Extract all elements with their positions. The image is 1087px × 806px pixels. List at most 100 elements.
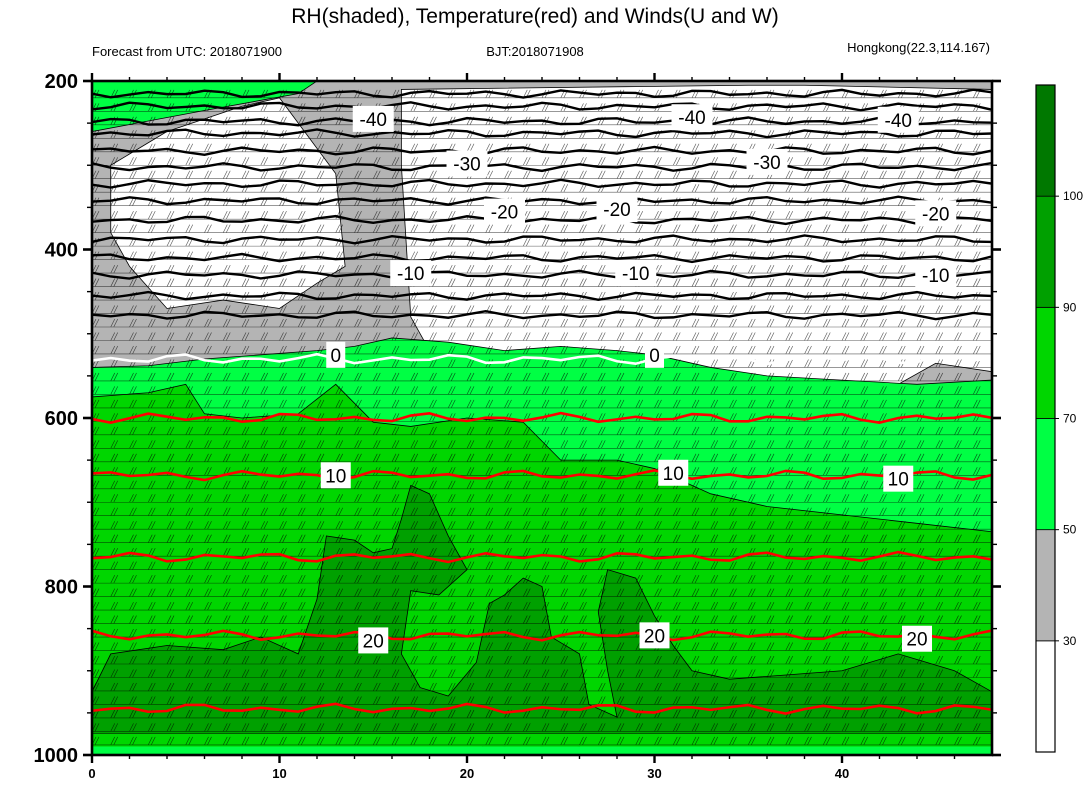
wind-barb-tick bbox=[916, 305, 922, 314]
wind-barb-tick bbox=[672, 345, 678, 355]
wind-barb-tick bbox=[222, 521, 228, 530]
wind-barb-tick bbox=[241, 372, 247, 382]
wind-barb-tick bbox=[279, 386, 284, 395]
wind-barb-tick bbox=[619, 709, 625, 719]
wind-barb-tick bbox=[822, 494, 828, 503]
wind-barb-tick bbox=[619, 736, 625, 746]
wind-barb-tick bbox=[804, 224, 809, 233]
wind-barb-tick bbox=[300, 521, 306, 530]
wind-barb-tick bbox=[150, 561, 156, 570]
contour-label-box bbox=[746, 148, 788, 175]
wind-barb-tick bbox=[488, 521, 494, 530]
wind-barb-tick bbox=[882, 709, 887, 719]
wind-barb-tick bbox=[919, 534, 925, 543]
wind-barb-tick bbox=[279, 574, 284, 584]
wind-barb-tick bbox=[94, 507, 100, 516]
wind-barb-tick bbox=[394, 696, 400, 705]
wind-barb-tick bbox=[769, 278, 775, 287]
wind-barb-tick bbox=[694, 359, 700, 368]
wind-barb-tick bbox=[785, 507, 791, 516]
wind-barb-tick bbox=[879, 615, 884, 624]
wind-barb-tick bbox=[432, 332, 437, 341]
wind-barb-tick bbox=[166, 723, 172, 732]
wind-barb-tick bbox=[357, 534, 362, 543]
wind-barb-tick bbox=[995, 90, 999, 98]
wind-barb-tick bbox=[279, 251, 284, 260]
wind-barb-tick bbox=[919, 494, 925, 503]
wind-barb-tick bbox=[244, 534, 250, 543]
wind-barb-tick bbox=[185, 682, 191, 692]
wind-barb-tick bbox=[282, 345, 287, 355]
wind-barb-tick bbox=[469, 332, 475, 341]
wind-barb-tick bbox=[204, 588, 209, 597]
wind-barb-tick bbox=[372, 211, 378, 220]
wind-barb-tick bbox=[972, 143, 978, 152]
wind-barb-tick bbox=[600, 278, 606, 287]
wind-barb-tick bbox=[825, 224, 831, 233]
wind-barb-tick bbox=[129, 669, 134, 678]
wind-barb-tick bbox=[335, 143, 341, 152]
wind-barb-tick bbox=[507, 372, 512, 382]
wind-barb-tick bbox=[897, 184, 903, 193]
isotherm-line bbox=[92, 128, 992, 139]
wind-barb-tick bbox=[429, 170, 434, 179]
wind-barb-tick bbox=[935, 399, 941, 409]
wind-barb-tick bbox=[260, 440, 266, 449]
wind-barb-tick bbox=[241, 170, 247, 179]
wind-barb-tick bbox=[485, 318, 491, 328]
wind-barb-tick bbox=[297, 453, 303, 462]
wind-barb-tick bbox=[732, 224, 737, 233]
wind-barb-tick bbox=[204, 534, 209, 543]
wind-barb-tick bbox=[747, 332, 753, 341]
wind-barb-tick bbox=[807, 588, 812, 597]
wind-barb-tick bbox=[282, 642, 287, 651]
wind-barb-tick bbox=[879, 480, 884, 489]
wind-barb-tick bbox=[919, 399, 925, 409]
wind-barb-tick bbox=[394, 736, 400, 746]
wind-barb-tick bbox=[957, 305, 962, 314]
wind-barb-tick bbox=[225, 642, 231, 651]
y-tick-label: 200 bbox=[45, 71, 78, 93]
wind-barb-tick bbox=[488, 318, 494, 328]
wind-barb-tick bbox=[597, 548, 603, 557]
wind-barb-tick bbox=[600, 426, 606, 435]
wind-barb-tick bbox=[544, 345, 550, 355]
wind-barb-tick bbox=[394, 157, 400, 166]
wind-barb-tick bbox=[488, 723, 494, 732]
wind-barb-tick bbox=[897, 494, 903, 503]
wind-barb-tick bbox=[372, 534, 378, 543]
wind-barb-tick bbox=[469, 494, 475, 503]
wind-barb-tick bbox=[635, 507, 641, 516]
wind-barb-tick bbox=[560, 399, 566, 409]
wind-barb-tick bbox=[429, 682, 434, 692]
wind-barb-tick bbox=[169, 359, 175, 368]
wind-barb-tick bbox=[563, 723, 569, 732]
wind-barb-tick bbox=[185, 278, 191, 287]
wind-barb-tick bbox=[563, 467, 569, 476]
wind-barb-tick bbox=[750, 682, 756, 692]
wind-barb-tick bbox=[747, 669, 753, 678]
wind-barb-tick bbox=[597, 332, 603, 341]
wind-barb-tick bbox=[335, 588, 341, 597]
wind-barb-tick bbox=[710, 386, 716, 395]
wind-barb-tick bbox=[844, 655, 850, 665]
wind-barb-tick bbox=[357, 345, 362, 355]
wind-barb-tick bbox=[657, 615, 662, 624]
wind-barb-tick bbox=[844, 426, 850, 435]
wind-barb-tick bbox=[769, 588, 775, 597]
wind-barb-tick bbox=[185, 237, 191, 247]
wind-barb-tick bbox=[222, 723, 228, 732]
wind-barb-tick bbox=[916, 426, 922, 435]
wind-barb-tick bbox=[129, 655, 134, 665]
wind-barb-tick bbox=[825, 318, 831, 328]
wind-barb-tick bbox=[995, 238, 999, 246]
wind-barb-tick bbox=[185, 440, 191, 449]
wind-barb-tick bbox=[825, 278, 831, 287]
wind-barb-tick bbox=[300, 642, 306, 651]
wind-barb-tick bbox=[394, 237, 400, 247]
wind-barb-tick bbox=[185, 736, 191, 746]
contour-label: -20 bbox=[596, 196, 638, 223]
wind-barb-tick bbox=[188, 561, 194, 570]
wind-barb-tick bbox=[525, 372, 531, 382]
wind-barb-tick bbox=[957, 574, 962, 584]
